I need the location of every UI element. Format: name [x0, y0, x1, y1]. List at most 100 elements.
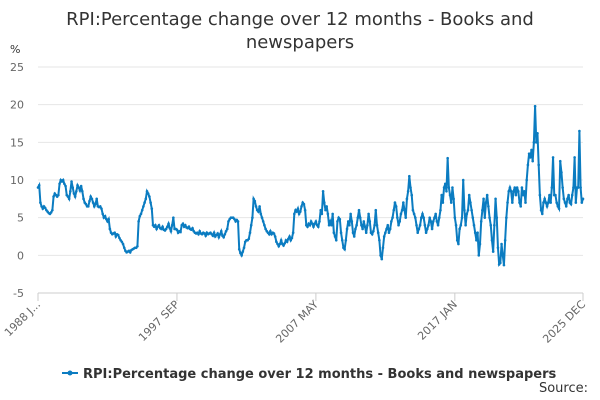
point — [63, 182, 66, 186]
point — [350, 220, 354, 223]
point — [372, 229, 375, 233]
point — [40, 205, 43, 208]
point — [499, 261, 502, 265]
point — [283, 241, 287, 245]
point — [495, 216, 499, 219]
point — [278, 242, 282, 246]
point — [113, 231, 116, 235]
point — [212, 231, 216, 235]
point — [451, 186, 454, 189]
point — [386, 223, 390, 227]
point — [184, 223, 187, 227]
point — [574, 201, 578, 204]
point — [410, 193, 414, 197]
point — [295, 210, 299, 213]
point — [104, 217, 108, 221]
point — [374, 208, 378, 212]
x-tick-label: 1988 J... — [2, 298, 43, 339]
point — [364, 231, 368, 235]
point — [418, 223, 422, 227]
point — [449, 201, 453, 204]
point — [144, 197, 148, 201]
point — [467, 193, 471, 197]
point — [507, 190, 511, 193]
point — [569, 202, 573, 206]
point — [36, 186, 40, 189]
point — [357, 208, 361, 212]
point — [318, 220, 321, 223]
point — [435, 220, 439, 223]
point — [313, 222, 316, 225]
point — [175, 228, 179, 232]
point — [161, 225, 164, 229]
point — [534, 141, 538, 144]
point — [320, 212, 324, 216]
point — [224, 229, 228, 233]
point — [361, 227, 364, 231]
point — [179, 230, 182, 234]
point — [241, 250, 245, 253]
point — [402, 201, 405, 204]
chart-title: RPI:Percentage change over 12 months - B… — [66, 9, 534, 53]
point — [441, 201, 445, 204]
point — [505, 216, 508, 219]
point — [37, 183, 41, 187]
point — [349, 212, 352, 216]
point — [167, 222, 170, 225]
point — [549, 201, 552, 204]
y-tick-label: 10 — [10, 174, 24, 187]
point — [379, 254, 382, 257]
point — [493, 223, 496, 227]
point — [388, 227, 392, 231]
point — [394, 205, 398, 208]
point — [543, 197, 546, 201]
point — [382, 235, 386, 238]
point — [445, 190, 448, 193]
point — [138, 214, 142, 218]
point — [155, 227, 158, 231]
point — [148, 195, 151, 198]
point — [145, 190, 149, 193]
point — [287, 237, 290, 241]
point — [91, 201, 95, 204]
point — [514, 193, 518, 197]
point — [122, 246, 126, 250]
point — [321, 190, 325, 193]
point — [94, 202, 97, 206]
point — [66, 195, 70, 198]
point — [157, 223, 161, 227]
point — [434, 212, 437, 216]
point — [439, 208, 442, 212]
point — [366, 223, 369, 227]
point — [473, 231, 477, 235]
legend-label: RPI:Percentage change over 12 months - B… — [83, 367, 557, 382]
point — [143, 201, 146, 204]
point — [299, 210, 302, 213]
point — [114, 235, 118, 238]
point — [390, 220, 393, 223]
point — [252, 197, 255, 201]
point — [470, 208, 473, 212]
point — [259, 212, 263, 216]
point — [142, 205, 145, 208]
point — [532, 141, 536, 144]
point — [253, 199, 257, 203]
point — [545, 205, 549, 208]
point — [368, 220, 372, 223]
point — [489, 223, 493, 227]
point — [416, 231, 420, 235]
point — [520, 186, 524, 189]
point — [71, 186, 75, 189]
point — [288, 235, 291, 238]
series-line — [37, 106, 584, 267]
point — [367, 212, 370, 216]
point — [396, 216, 399, 219]
point — [431, 220, 435, 223]
point — [90, 197, 94, 201]
x-tick-label: 1997 SEP — [136, 298, 182, 344]
y-tick-label: -5 — [13, 287, 24, 300]
point — [128, 251, 132, 254]
point — [405, 197, 409, 201]
point — [170, 223, 174, 227]
point — [172, 216, 175, 219]
